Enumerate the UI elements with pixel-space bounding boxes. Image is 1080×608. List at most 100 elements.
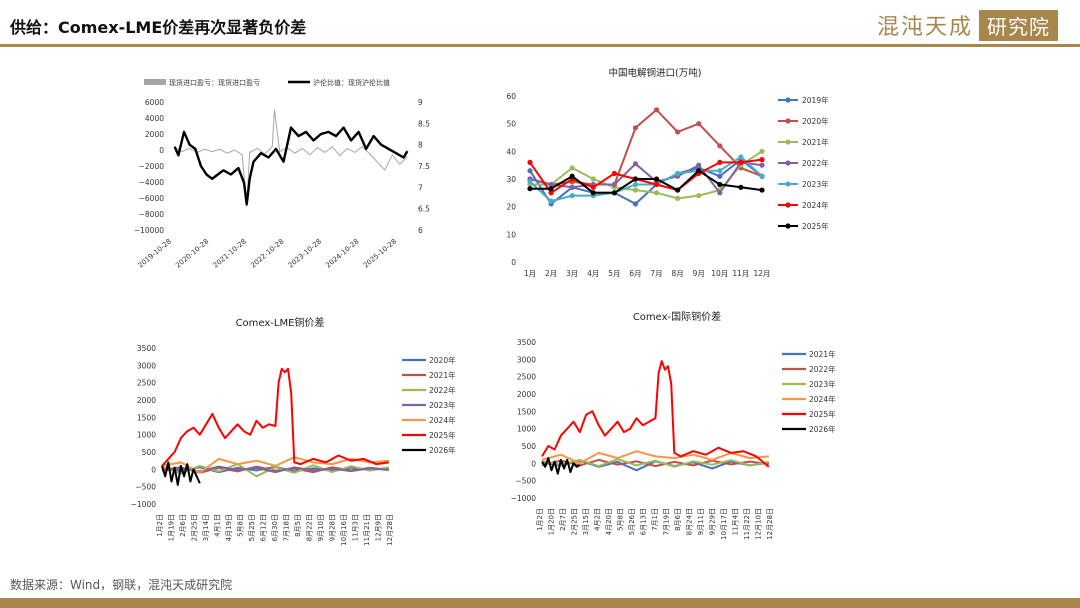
- data-point: [759, 187, 765, 193]
- legend-label: 现货进口盈亏：现货进口盈亏: [169, 78, 260, 87]
- y-left-tick-label: −6000: [139, 194, 165, 203]
- y-tick-label: 3000: [137, 361, 156, 370]
- legend-label: 2024年: [809, 394, 836, 404]
- legend-label: 2020年: [802, 116, 829, 126]
- y-tick-label: 40: [506, 147, 516, 156]
- x-tick-label: 1月2日: [536, 508, 544, 531]
- y-tick-label: 2000: [517, 390, 536, 399]
- data-point: [759, 173, 765, 179]
- x-tick-label: 12月28日: [766, 508, 774, 540]
- x-tick-label: 11月: [732, 269, 749, 278]
- y-left-tick-label: 0: [159, 146, 164, 155]
- series-line: [161, 461, 201, 486]
- x-tick-label: 8月6日: [674, 508, 682, 531]
- data-point: [611, 190, 617, 196]
- series-line: [541, 457, 581, 475]
- legend-label: 2022年: [429, 385, 456, 395]
- data-point: [632, 201, 639, 207]
- x-tick-label: 8月: [671, 269, 683, 278]
- y-left-tick-label: 2000: [145, 130, 164, 139]
- legend-label: 2020年: [429, 355, 456, 365]
- series-line: [530, 169, 763, 194]
- data-point: [759, 148, 765, 154]
- x-tick-label: 2月: [545, 269, 557, 278]
- legend-label: 2021年: [429, 370, 456, 380]
- data-point: [717, 190, 723, 196]
- legend-label: 2019年: [802, 95, 829, 105]
- x-tick-label: 1月19日: [168, 514, 176, 541]
- data-point: [738, 159, 744, 165]
- data-point: [590, 190, 596, 196]
- y-tick-label: 3500: [137, 344, 156, 353]
- y-tick-label: 60: [506, 92, 516, 101]
- series-line: [541, 360, 770, 468]
- data-point: [590, 184, 596, 190]
- legend-marker: [785, 160, 791, 166]
- x-tick-label: 3月14日: [202, 514, 210, 541]
- data-point: [611, 170, 617, 177]
- source-note: 数据来源：Wind，钢联，混沌天成研究院: [10, 578, 233, 592]
- y-right-tick-label: 7.5: [418, 162, 430, 171]
- series-line: [161, 456, 389, 474]
- chart-title: Comex-LME铜价差: [236, 316, 325, 329]
- x-tick-label: 12月: [753, 269, 770, 278]
- y-left-tick-label: −2000: [139, 162, 165, 171]
- data-point: [759, 157, 765, 163]
- data-point: [569, 165, 575, 171]
- legend-label: 2021年: [802, 137, 829, 147]
- data-point: [590, 176, 596, 182]
- legend-label: 2026年: [429, 445, 456, 455]
- x-tick-label: 1月2日: [156, 514, 164, 537]
- y-tick-label: 1500: [517, 407, 536, 416]
- legend-marker: [785, 139, 791, 145]
- x-tick-label: 10月17日: [720, 508, 728, 540]
- x-tick-label: 2025-10-28: [362, 237, 398, 269]
- y-tick-label: 2500: [517, 373, 536, 382]
- data-point: [717, 143, 723, 149]
- x-tick-label: 2020-10-28: [174, 237, 210, 269]
- series-line: [161, 463, 389, 478]
- x-tick-label: 4月1日: [214, 514, 222, 537]
- y-right-tick-label: 9: [418, 98, 423, 107]
- x-tick-label: 7月: [650, 269, 662, 278]
- x-tick-label: 7月18日: [283, 514, 291, 541]
- data-point: [759, 162, 765, 168]
- y-tick-label: 20: [506, 203, 516, 212]
- data-point: [527, 186, 533, 192]
- y-left-tick-label: −8000: [139, 210, 165, 219]
- data-point: [717, 168, 723, 174]
- y-tick-label: 50: [506, 120, 516, 129]
- legend-label: 2025年: [809, 409, 836, 419]
- data-point: [632, 181, 639, 188]
- data-point: [527, 159, 533, 165]
- legend-label: 2023年: [802, 179, 829, 189]
- x-tick-label: 7月19日: [663, 508, 671, 535]
- legend-swatch: [144, 79, 166, 85]
- y-right-tick-label: 8: [418, 141, 423, 150]
- x-tick-label: 6月: [629, 269, 641, 278]
- data-point: [527, 179, 533, 185]
- legend-marker: [785, 223, 791, 229]
- x-tick-label: 4月20日: [605, 508, 613, 535]
- chart-title: 中国电解铜进口(万吨): [609, 67, 702, 79]
- x-tick-label: 9月10日: [317, 514, 325, 541]
- data-point: [527, 168, 533, 174]
- x-tick-label: 11月4日: [732, 508, 740, 535]
- y-tick-label: 1500: [137, 413, 156, 422]
- y-tick-label: −1000: [131, 500, 157, 509]
- x-tick-label: 9月11日: [697, 508, 705, 535]
- x-tick-label: 7月1日: [651, 508, 659, 531]
- series-line: [161, 465, 389, 474]
- footer-bar: [0, 598, 1080, 608]
- chart-comex-intl-spread: Comex-国际铜价差 3500 3000 2500 2000 1500 1000 500 0 −…: [511, 310, 836, 540]
- y-tick-label: 10: [506, 230, 516, 239]
- data-point: [632, 187, 639, 193]
- legend-label: 2023年: [809, 379, 836, 389]
- chart-import-profit: 现货进口盈亏：现货进口盈亏 沪伦比值：现货沪伦比值 6000 4000 2000 0 −20…: [134, 78, 430, 270]
- x-tick-label: 3月15日: [582, 508, 590, 535]
- x-tick-label: 3月: [566, 269, 578, 278]
- series-line: [530, 150, 763, 200]
- page-title: 供给：Comex-LME价差再次显著负价差: [10, 18, 307, 37]
- x-tick-label: 1月: [524, 269, 536, 278]
- x-tick-label: 11月3日: [352, 514, 360, 541]
